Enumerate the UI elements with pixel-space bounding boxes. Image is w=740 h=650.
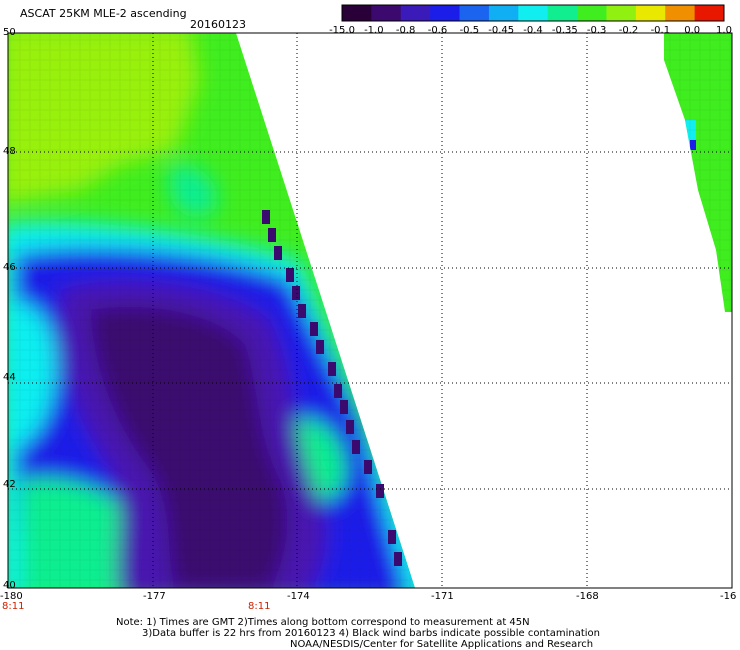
note-line-1: Note: 1) Times are GMT 2)Times along bot… (116, 617, 530, 628)
lat-label-46: 46 (3, 262, 16, 273)
swath-edge-cells (262, 210, 402, 566)
colorbar-segment (342, 5, 372, 21)
lon-label-180: -180 (0, 591, 23, 602)
edge-cell (310, 322, 318, 336)
colorbar-label: -0.5 (460, 25, 480, 36)
colorbar-label: 1.0 (716, 25, 732, 36)
lon-label-174: -174 (287, 591, 310, 602)
colorbar-segment (606, 5, 637, 21)
edge-cell (268, 228, 276, 242)
colorbar-segment (459, 5, 490, 21)
note-line-2: 3)Data buffer is 22 hrs from 20160123 4)… (142, 628, 600, 639)
swath-right (664, 33, 732, 312)
edge-cell (286, 268, 294, 282)
colorbar (342, 5, 725, 21)
edge-cell (388, 530, 396, 544)
lat-label-44: 44 (3, 372, 16, 383)
colorbar-label: -15.0 (329, 25, 355, 36)
colorbar-segment (400, 5, 431, 21)
edge-cell (274, 246, 282, 260)
colorbar-segment (518, 5, 549, 21)
colorbar-label: -0.8 (396, 25, 416, 36)
chart-title: ASCAT 25KM MLE-2 ascending (20, 7, 187, 20)
lon-label-177: -177 (143, 591, 166, 602)
colorbar-segment (635, 5, 666, 21)
colorbar-frame (341, 4, 725, 22)
lat-label-42: 42 (3, 479, 16, 490)
lon-label-16: -16 (720, 591, 737, 602)
edge-cell (262, 210, 270, 224)
swath-left (8, 33, 415, 588)
edge-cell (364, 460, 372, 474)
lat-label-40: 40 (3, 580, 16, 591)
edge-cell (346, 420, 354, 434)
edge-cell (334, 384, 342, 398)
lat-label-48: 48 (3, 146, 16, 157)
edge-cell (340, 400, 348, 414)
colorbar-label: -0.3 (587, 25, 607, 36)
lon-label-168: -168 (576, 591, 599, 602)
edge-cell (316, 340, 324, 354)
colorbar-segment (488, 5, 519, 21)
colorbar-label: -0.2 (619, 25, 639, 36)
colorbar-segment (694, 5, 725, 21)
map-frame (7, 32, 733, 589)
colorbar-label: -1.0 (364, 25, 384, 36)
time-label-mid: 8:11 (248, 601, 271, 612)
colorbar-label: -0.4 (523, 25, 543, 36)
time-label-left: 8:11 (2, 601, 25, 612)
lon-label-171: -171 (431, 591, 454, 602)
pixel-grid-right (664, 33, 732, 312)
note-line-3: NOAA/NESDIS/Center for Satellite Applica… (290, 639, 594, 650)
colorbar-segment (665, 5, 696, 21)
colorbar-label: -0.35 (552, 25, 578, 36)
edge-cell (292, 286, 300, 300)
colorbar-segment (371, 5, 402, 21)
colorbar-segment (547, 5, 578, 21)
edge-cell (394, 552, 402, 566)
colorbar-label: 0.0 (684, 25, 700, 36)
edge-cell (352, 440, 360, 454)
colorbar-segment (577, 5, 607, 21)
colorbar-label: -0.45 (488, 25, 514, 36)
colorbar-labels: -15.0 -1.0 -0.8 -0.6 -0.5 -0.45 -0.4 -0.35 -0.3 -… (329, 25, 732, 36)
edge-cell (298, 304, 306, 318)
edge-cell (328, 362, 336, 376)
chart-date: 20160123 (190, 18, 246, 31)
lat-label-50: 50 (3, 27, 16, 38)
colorbar-segment (430, 5, 461, 21)
edge-cell (376, 484, 384, 498)
colorbar-label: -0.1 (651, 25, 671, 36)
gridlines (8, 33, 732, 588)
colorbar-label: -0.6 (428, 25, 448, 36)
pixel-grid-left (8, 33, 415, 588)
